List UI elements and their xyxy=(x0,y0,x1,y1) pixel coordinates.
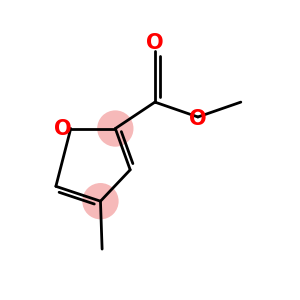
Circle shape xyxy=(97,110,134,147)
Text: O: O xyxy=(54,118,71,139)
Text: O: O xyxy=(146,33,164,53)
Text: O: O xyxy=(189,109,207,129)
Circle shape xyxy=(82,183,118,219)
